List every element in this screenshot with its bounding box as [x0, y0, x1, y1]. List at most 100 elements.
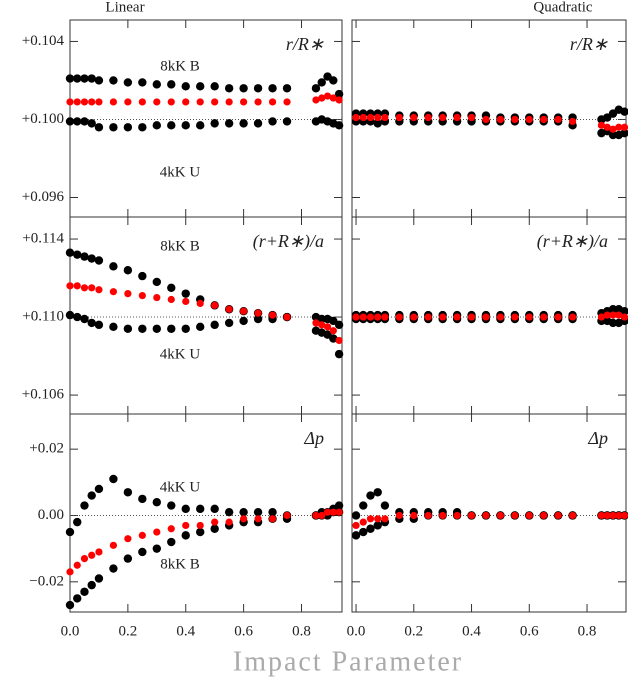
data-point — [87, 318, 96, 328]
data-point — [167, 295, 175, 304]
data-point — [73, 282, 81, 290]
data-point — [439, 511, 447, 520]
data-point — [167, 537, 176, 547]
data-point — [80, 314, 89, 324]
data-point — [181, 82, 190, 91]
data-point — [138, 531, 146, 539]
data-point — [540, 313, 548, 321]
data-point — [620, 307, 628, 316]
data-point — [253, 314, 263, 324]
panel-label: Δp — [303, 428, 324, 448]
data-point — [123, 123, 133, 132]
data-point — [88, 551, 96, 559]
data-point — [73, 98, 81, 106]
data-point — [467, 113, 476, 122]
data-point — [268, 98, 277, 106]
data-point — [167, 98, 175, 106]
data-point — [87, 119, 96, 128]
data-point — [511, 511, 519, 520]
data-point — [80, 74, 89, 83]
panel-label: Δp — [587, 428, 608, 448]
data-point — [123, 266, 133, 275]
data-point — [268, 311, 277, 319]
data-point — [366, 491, 375, 500]
data-point — [334, 320, 344, 330]
data-point — [620, 123, 628, 131]
data-point — [196, 121, 205, 130]
data-point — [73, 561, 81, 569]
data-point — [496, 313, 505, 321]
data-point — [323, 508, 332, 516]
data-point — [352, 521, 360, 530]
data-point — [73, 312, 82, 322]
data-point — [253, 84, 263, 93]
data-point — [138, 271, 147, 281]
data-point — [395, 511, 403, 520]
data-point — [87, 580, 96, 590]
data-point — [597, 511, 606, 520]
data-point — [609, 511, 617, 520]
data-point — [181, 289, 190, 298]
data-point — [439, 313, 447, 321]
data-point — [317, 78, 326, 87]
data-point — [224, 507, 234, 517]
data-point — [453, 511, 461, 520]
data-point — [65, 248, 75, 257]
data-point — [312, 511, 320, 520]
data-point — [109, 76, 118, 85]
data-point — [182, 98, 190, 106]
data-point — [123, 78, 133, 87]
data-point — [225, 98, 233, 106]
data-point — [615, 311, 623, 319]
data-point — [87, 254, 96, 263]
data-point — [181, 324, 190, 333]
data-point — [568, 117, 577, 126]
data-point — [210, 524, 219, 533]
data-point — [152, 544, 162, 553]
data-point — [65, 310, 75, 320]
data-point — [239, 119, 248, 128]
data-point — [182, 297, 190, 306]
y-tick-label: +0.096 — [22, 189, 65, 205]
data-point — [253, 119, 263, 128]
data-point — [94, 574, 104, 583]
data-point — [73, 594, 82, 603]
data-point — [597, 313, 606, 321]
annotation: 8kK B — [160, 58, 200, 74]
data-point — [167, 324, 176, 333]
y-tick-label: +0.114 — [22, 230, 64, 246]
data-point — [123, 554, 133, 563]
data-point — [482, 115, 490, 124]
data-point — [380, 501, 390, 510]
data-point — [334, 121, 344, 130]
data-point — [210, 82, 219, 91]
data-point — [335, 336, 343, 345]
data-point — [181, 531, 190, 540]
data-point — [239, 84, 248, 93]
data-point — [109, 262, 118, 271]
data-point — [224, 119, 234, 128]
data-point — [225, 305, 233, 313]
data-point — [167, 525, 175, 533]
data-point — [253, 507, 263, 517]
data-point — [609, 125, 617, 133]
data-point — [254, 98, 262, 106]
data-point — [80, 555, 89, 563]
data-point — [66, 568, 74, 576]
data-point — [94, 123, 104, 132]
data-point — [66, 282, 74, 290]
data-point — [366, 113, 375, 122]
data-point — [65, 117, 75, 126]
x-tick-label: 0.2 — [404, 623, 423, 639]
data-point — [181, 121, 190, 130]
data-point — [525, 313, 533, 321]
data-point — [335, 508, 343, 516]
data-point — [453, 313, 461, 321]
data-point — [167, 121, 176, 130]
panel-frame — [69, 413, 343, 613]
data-point — [359, 313, 367, 321]
data-point — [152, 277, 162, 287]
annotation: 4kK U — [160, 164, 201, 180]
data-point — [318, 321, 326, 329]
data-point — [181, 504, 190, 514]
